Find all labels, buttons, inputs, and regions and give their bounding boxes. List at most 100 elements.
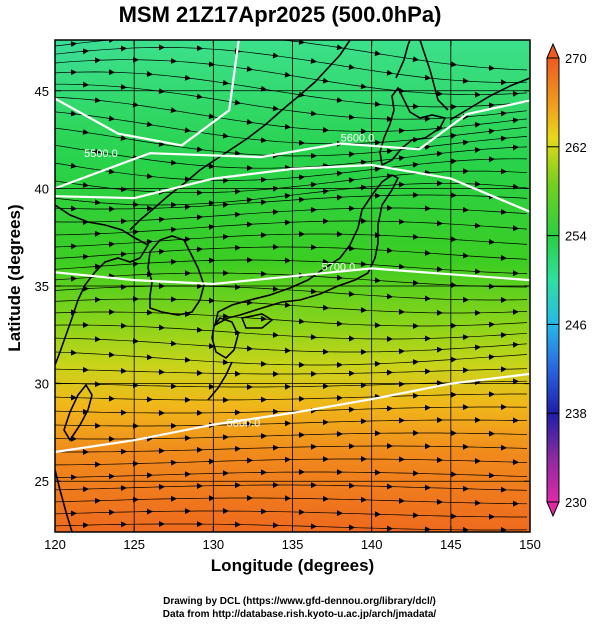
contour-line-5800.0	[55, 372, 530, 454]
coast-china-mainland	[55, 204, 150, 366]
wind-arrow	[69, 41, 77, 48]
wind-arrow	[183, 74, 191, 81]
wind-arrow	[359, 184, 367, 191]
wind-arrow	[449, 132, 457, 139]
coast-russia-far-east	[419, 40, 449, 111]
streamline	[55, 432, 528, 440]
colorbar-scale	[546, 57, 560, 503]
wind-arrow	[487, 238, 495, 245]
streamline	[55, 510, 527, 518]
wind-arrow	[435, 150, 443, 157]
streamline	[55, 194, 528, 210]
streamline	[55, 351, 528, 366]
streamline	[55, 324, 528, 340]
wind-arrow	[207, 61, 215, 68]
wind-arrow	[385, 69, 393, 76]
chart-title: MSM 21Z17Apr2025 (500.0hPa)	[118, 2, 442, 27]
credit-data-source: Data from http://database.rish.kyoto-u.a…	[162, 609, 437, 620]
coast-japan-hokkaido	[379, 86, 447, 167]
coast-ryukyu	[207, 361, 233, 401]
geopotential-contours: 5500.0 5600.0 5700.0 5800.0	[55, 40, 530, 454]
streamline	[55, 207, 528, 223]
wind-arrow	[309, 181, 317, 188]
wind-arrow	[145, 121, 153, 128]
x-tick-label: 130	[202, 537, 224, 552]
streamline	[55, 170, 528, 194]
wind-arrow	[335, 97, 343, 104]
wind-arrow	[473, 121, 481, 128]
contour-label: 5600.0	[341, 133, 375, 145]
wind-arrow	[131, 101, 139, 108]
wind-arrow	[93, 148, 101, 155]
wind-arrow	[499, 110, 507, 117]
wind-arrow	[183, 127, 191, 134]
wind-arrow	[81, 181, 89, 188]
wind-arrow	[69, 110, 77, 117]
y-tick-label: 35	[35, 279, 49, 294]
coast-korea	[147, 235, 205, 316]
wind-arrow	[145, 354, 153, 361]
streamline	[55, 406, 528, 414]
wind-arrow	[283, 123, 291, 130]
wind-arrow	[511, 117, 519, 124]
wind-arrow	[260, 40, 267, 41]
wind-arrow	[321, 77, 329, 84]
x-tick-label: 120	[44, 537, 66, 552]
streamline	[55, 83, 528, 120]
wind-arrow	[335, 170, 343, 177]
wind-arrow	[107, 168, 115, 175]
streamline	[55, 127, 528, 157]
wind-arrow	[309, 57, 317, 64]
wind-arrow	[119, 186, 127, 193]
streamline	[55, 484, 528, 491]
x-tick-label: 140	[361, 537, 383, 552]
wind-arrow	[347, 114, 355, 121]
wind-arrow	[233, 150, 241, 157]
colorbar-tick-label: 254	[565, 229, 587, 244]
coast-luzon	[55, 469, 73, 532]
wind-arrow	[119, 83, 127, 90]
streamline	[55, 393, 527, 401]
streamline	[55, 272, 527, 288]
wind-arrow	[245, 65, 253, 72]
wind-arrow	[207, 113, 215, 120]
wind-arrow	[461, 139, 469, 146]
wind-arrow	[335, 44, 343, 51]
streamline	[55, 471, 528, 478]
wind-arrow	[245, 118, 253, 125]
wind-arrow	[397, 155, 405, 162]
wind-arrow	[423, 144, 431, 151]
colorbar-ticks: 230 238 246 254 262 270	[547, 51, 587, 510]
coast-japan-honshu	[213, 174, 400, 327]
wind-arrow	[145, 173, 153, 180]
colorbar-tick-label: 230	[565, 495, 587, 510]
wind-arrow	[169, 159, 177, 166]
wind-arrow	[347, 63, 355, 70]
x-tick-label: 125	[123, 537, 145, 552]
contour-line-5400.0	[55, 163, 530, 213]
wind-arrow	[487, 128, 495, 135]
wind-arrow	[93, 97, 101, 104]
wind-arrow	[373, 101, 381, 108]
streamline	[55, 158, 528, 181]
streamline	[55, 47, 528, 83]
colorbar-tick-label: 246	[565, 317, 587, 332]
x-tick-label: 145	[440, 537, 462, 552]
wind-arrow	[221, 132, 229, 139]
colorbar: 230 238 246 254 262 270	[546, 42, 587, 518]
wind-arrow	[487, 64, 495, 71]
x-tick-label: 150	[519, 537, 541, 552]
wind-arrow	[359, 159, 367, 166]
colorbar-tick-label: 238	[565, 406, 587, 421]
wind-arrow	[297, 40, 305, 45]
wind-arrow	[221, 79, 229, 86]
coast-china-north	[129, 40, 351, 231]
wind-arrow	[81, 48, 89, 55]
wind-arrow	[157, 88, 165, 95]
colorbar-top-arrow	[546, 42, 560, 59]
wind-arrow	[107, 115, 115, 122]
streamline	[55, 71, 528, 108]
wind-arrow	[259, 85, 267, 92]
wind-arrow	[347, 177, 355, 184]
